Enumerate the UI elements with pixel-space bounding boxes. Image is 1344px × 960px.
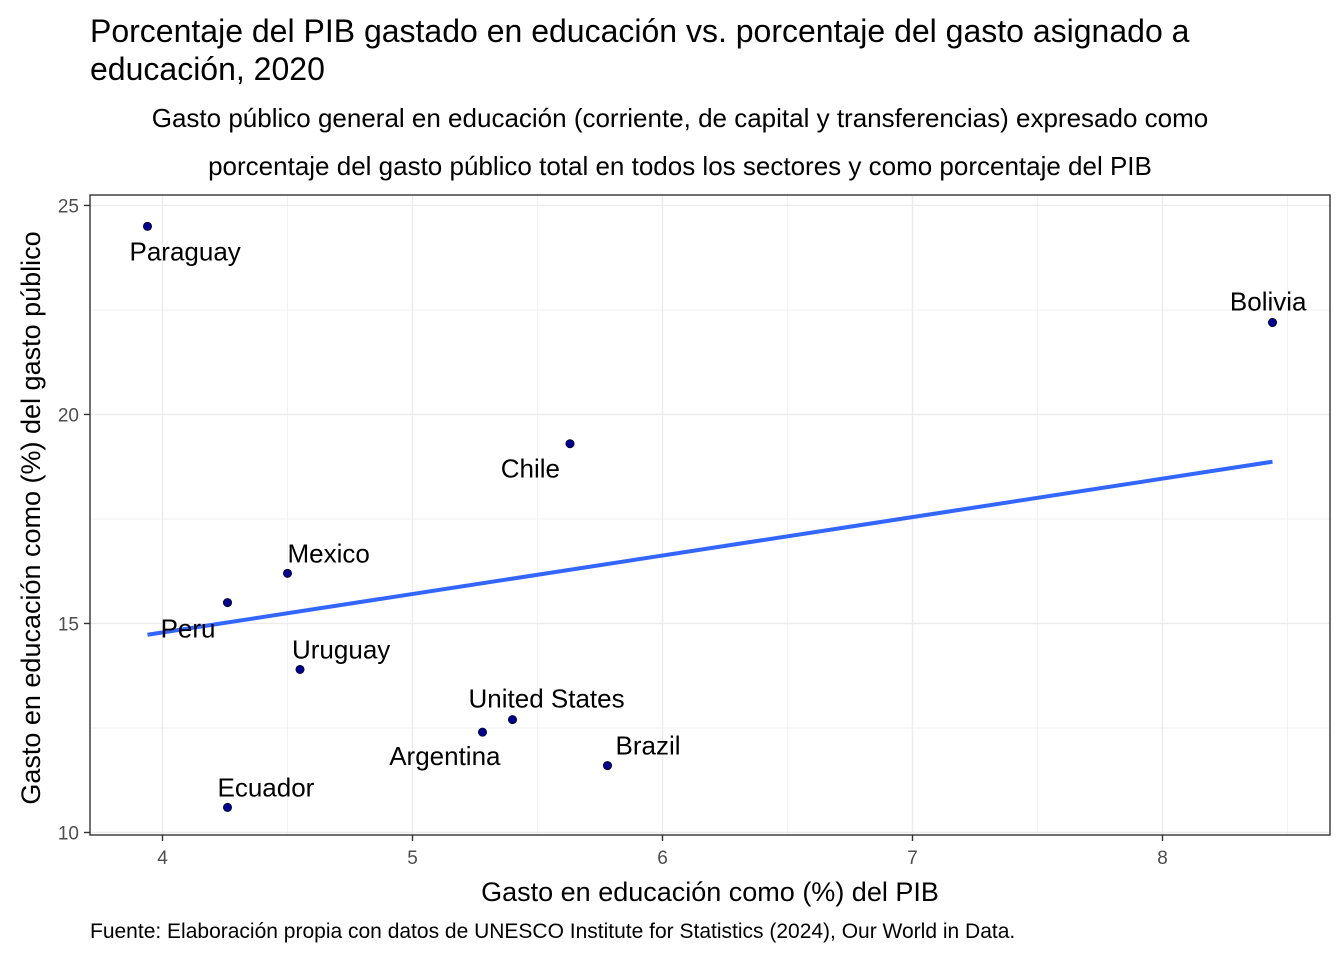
data-point [295,664,305,674]
x-tick-label: 8 [1157,848,1168,869]
point-label: Bolivia [1230,286,1307,316]
trend-line-group [147,459,1273,637]
grid-major-lines [90,195,1330,835]
x-axis-title: Gasto en educación como (%) del PIB [481,877,939,907]
chart-subtitle-line-2: porcentaje del gasto público total en to… [208,151,1152,181]
x-tick-label: 7 [907,848,918,869]
data-point [565,439,575,449]
data-points [143,221,1278,812]
chart-title: Porcentaje del PIB gastado en educación … [90,13,1190,87]
data-point [507,715,517,725]
y-tick-label: 20 [58,405,79,426]
point-label: Ecuador [218,772,315,802]
data-point [602,761,612,771]
chart-subtitle: Gasto público general en educación (corr… [80,94,1280,190]
point-label: Paraguay [130,236,241,266]
chart-caption: Fuente: Elaboración propia con datos de … [90,920,1016,943]
grid-minor-lines [90,195,1330,835]
point-label: United States [469,684,625,714]
point-label: Chile [501,454,560,484]
x-axis-ticks: 4 5 6 7 8 [157,835,1168,869]
point-label: Peru [161,614,216,644]
point-label: Brazil [616,731,681,761]
trend-line [147,459,1273,637]
point-label: Uruguay [292,634,390,664]
data-point [223,598,233,608]
y-tick-label: 25 [58,196,79,217]
data-point [282,568,292,578]
y-tick-label: 15 [58,614,79,635]
data-point [1268,317,1278,327]
data-point [143,221,153,231]
x-tick-label: 6 [657,848,668,869]
y-tick-label: 10 [58,823,79,844]
data-point [477,727,487,737]
y-axis-ticks: 10 15 20 25 [58,196,90,844]
point-label: Mexico [288,538,370,568]
chart-subtitle-line-1: Gasto público general en educación (corr… [151,103,1209,133]
x-tick-label: 5 [407,848,418,869]
plot-panel-border [89,194,1331,836]
point-labels: Paraguay Bolivia Chile Mexico Peru Uruguay Uni… [130,236,1308,802]
data-point [223,802,233,812]
point-label: Argentina [389,741,501,771]
x-tick-label: 4 [157,848,168,869]
y-axis-title: Gasto en educación como (%) del gasto pú… [16,231,46,804]
